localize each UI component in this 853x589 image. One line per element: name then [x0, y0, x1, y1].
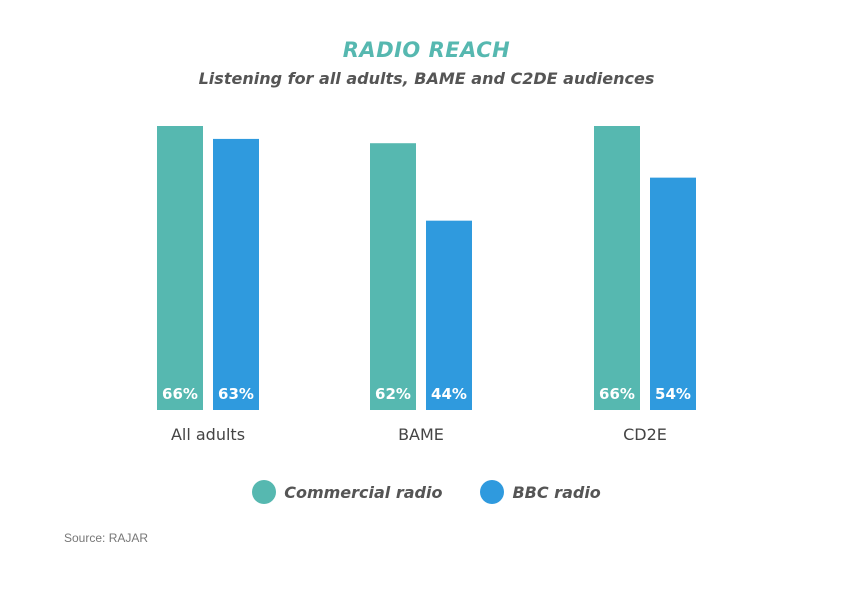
chart-title: RADIO REACH	[342, 38, 511, 62]
bar-value-label: 66%	[162, 385, 198, 403]
legend: Commercial radio BBC radio	[0, 480, 853, 504]
bar-value-label: 44%	[431, 385, 467, 403]
bar-value-label: 54%	[655, 385, 691, 403]
category-label: BAME	[398, 425, 444, 444]
bar-commercial-2	[594, 126, 640, 410]
bar-bbc-2	[650, 177, 696, 410]
legend-label-bbc: BBC radio	[512, 482, 601, 502]
bar-value-label: 66%	[599, 385, 635, 403]
category-label: CD2E	[623, 425, 667, 444]
chart-subtitle: Listening for all adults, BAME and C2DE …	[198, 69, 655, 88]
source-note: Source: RAJAR	[64, 531, 149, 545]
legend-label-commercial: Commercial radio	[284, 482, 443, 502]
bar-commercial-0	[157, 126, 203, 410]
bar-commercial-1	[370, 143, 416, 410]
bar-chart: 66% 63% All adults 62% 44% BAME 66% 54% CD2E	[157, 126, 696, 444]
bbc-swatch-icon	[480, 480, 505, 504]
legend-item-commercial: Commercial radio	[252, 480, 442, 504]
category-label: All adults	[171, 425, 245, 444]
bar-value-label: 62%	[375, 385, 411, 403]
bar-bbc-0	[213, 138, 259, 410]
bar-bbc-1	[426, 220, 472, 410]
bar-value-label: 63%	[218, 385, 254, 403]
legend-item-bbc: BBC radio	[480, 480, 601, 504]
commercial-swatch-icon	[252, 480, 277, 504]
